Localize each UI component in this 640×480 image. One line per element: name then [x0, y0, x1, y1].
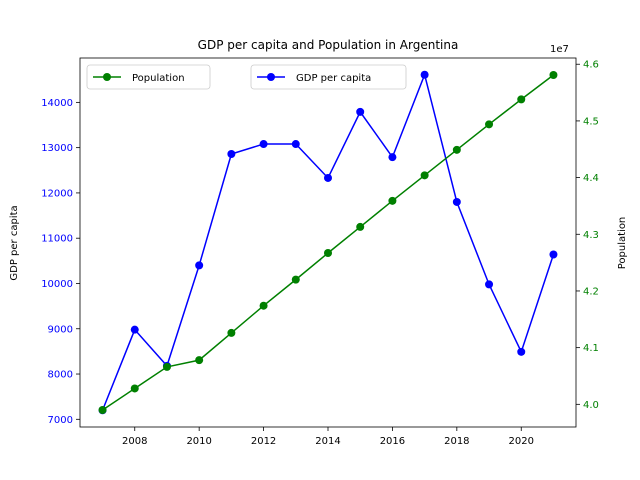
y-left-tick-label: 11000 [41, 234, 73, 245]
x-tick-label: 2010 [186, 436, 211, 447]
y-axis-left-label: GDP per capita [9, 205, 20, 280]
data-point-population [291, 275, 300, 284]
data-point-population [98, 405, 107, 414]
data-point-gdp-per-capita [324, 173, 332, 182]
plot-area: 2008 2010 2012 2014 2016 2018 2020 7000 8000 9000… [41, 57, 599, 447]
y-right-tick-label: 4.6 [583, 60, 599, 71]
y-left-tick-label: 7000 [48, 415, 73, 426]
data-point-gdp-per-capita [452, 197, 461, 206]
x-tick-label: 2018 [444, 436, 469, 447]
legend-marker [103, 73, 111, 81]
data-point-gdp-per-capita [227, 149, 236, 158]
data-point-gdp-per-capita [485, 280, 494, 289]
data-point-gdp-per-capita [517, 347, 526, 356]
x-tick-label: 2012 [251, 436, 276, 447]
legend-box [86, 64, 211, 90]
data-point-population [452, 145, 461, 154]
x-tick-label: 2014 [315, 436, 340, 447]
data-point-population [420, 171, 429, 180]
legend-label: GDP per capita [296, 73, 371, 84]
data-point-gdp-per-capita [195, 261, 204, 270]
y-axis-right-offset: 1e7 [550, 44, 569, 55]
y-right-tick-label: 4.2 [583, 286, 599, 297]
y-right-tick-label: 4.0 [583, 400, 599, 411]
plot-frame [79, 57, 577, 428]
data-point-gdp-per-capita [259, 140, 268, 149]
y-right-tick-label: 4.3 [583, 230, 599, 241]
data-point-gdp-per-capita [130, 325, 139, 334]
data-point-population [485, 120, 494, 129]
y-axis-right-label: Population [617, 217, 628, 270]
y-left-tick-label: 10000 [41, 279, 73, 290]
legend-population: Population [86, 64, 211, 90]
data-point-population [162, 362, 171, 371]
y-left-tick-label: 8000 [48, 370, 73, 381]
y-right-tick-label: 4.4 [583, 173, 599, 184]
x-tick-label: 2008 [122, 436, 147, 447]
data-point-population [227, 328, 236, 337]
data-point-population [517, 95, 526, 104]
data-point-population [388, 196, 397, 205]
y-right-tick-label: 4.5 [583, 116, 599, 127]
legend-gdp-per-capita: GDP per capita [250, 64, 407, 90]
chart-title: GDP per capita and Population in Argenti… [198, 38, 459, 52]
data-point-population [356, 222, 365, 231]
y-left-tick-label: 13000 [41, 143, 73, 154]
legend-label: Population [132, 73, 185, 84]
x-tick-label: 2020 [509, 436, 534, 447]
data-point-gdp-per-capita [420, 70, 429, 79]
legend-box [250, 64, 407, 90]
data-point-gdp-per-capita [291, 140, 300, 149]
data-point-population [324, 248, 332, 257]
data-point-population [549, 71, 558, 80]
y-left-tick-label: 14000 [41, 98, 73, 109]
data-point-gdp-per-capita [388, 153, 397, 162]
legend-marker [267, 73, 275, 81]
data-point-population [195, 356, 204, 365]
data-point-population [130, 384, 139, 393]
data-point-population [259, 301, 268, 310]
y-left-tick-label: 9000 [48, 324, 73, 335]
y-right-tick-label: 4.1 [583, 343, 599, 354]
data-point-gdp-per-capita [549, 250, 558, 259]
data-point-gdp-per-capita [356, 107, 365, 116]
y-left-tick-label: 12000 [41, 188, 73, 199]
x-tick-label: 2016 [380, 436, 405, 447]
